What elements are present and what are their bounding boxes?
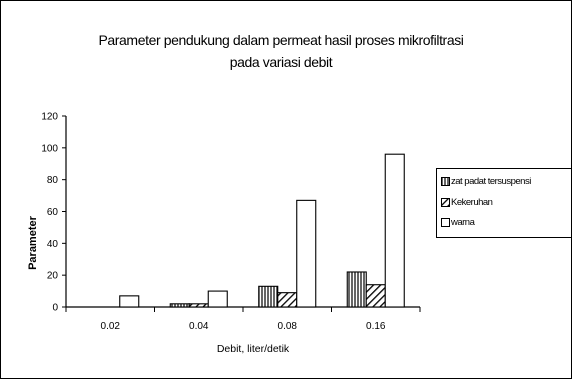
chart-title-line-2: pada variasi debit — [229, 54, 333, 70]
legend-swatch-diagonal-lines — [441, 197, 450, 207]
bar-vertical-lines-0.16 — [346, 271, 367, 308]
bar-white-0.08 — [296, 199, 317, 308]
bars — [119, 153, 405, 308]
chart-title-line-1: Parameter pendukung dalam permeat hasil … — [98, 32, 464, 48]
bar-diagonal-lines-0.04 — [188, 303, 209, 308]
x-tick-label: 0.08 — [278, 321, 298, 332]
bar-diagonal-lines-0.16 — [365, 284, 386, 308]
bar-diagonal-lines-0.08 — [277, 292, 298, 308]
x-axis-label: Debit, liter/detik — [217, 343, 290, 355]
legend: zat padat tersuspensi Kekeruhan warna — [436, 168, 572, 238]
legend-item-3: warna — [441, 216, 475, 230]
legend-item-2: Kekeruhan — [441, 196, 493, 210]
y-axis-label: Parameter — [27, 215, 39, 270]
legend-item-1: zat padat tersuspensi — [441, 175, 531, 189]
bar-white-0.04 — [207, 290, 228, 308]
bar-vertical-lines-0.08 — [258, 285, 279, 308]
bar-white-0.16 — [384, 153, 405, 308]
y-tick-label: 80 — [47, 175, 59, 186]
y-tick-label: 20 — [47, 271, 59, 282]
x-tick-label: 0.02 — [101, 321, 121, 332]
legend-swatch-vertical-lines — [441, 176, 450, 186]
legend-swatch-white — [441, 217, 450, 227]
x-tick-label: 0.16 — [366, 321, 386, 332]
bar-vertical-lines-0.04 — [169, 303, 190, 308]
legend-label-1: zat padat tersuspensi — [451, 176, 531, 187]
y-tick-label: 120 — [41, 112, 58, 123]
chart-title: Parameter pendukung dalam permeat hasil … — [41, 29, 521, 73]
y-tick-label: 60 — [47, 207, 59, 218]
axes: 0 20 40 60 80 100 120 0.02 0.04 0.08 0.16 — [41, 112, 421, 332]
y-tick-label: 100 — [41, 143, 58, 154]
bar-white-0.02 — [119, 295, 140, 308]
legend-label-2: Kekeruhan — [451, 197, 493, 208]
y-tick-label: 40 — [47, 239, 59, 250]
y-tick-label: 0 — [52, 303, 58, 314]
legend-label-3: warna — [451, 217, 475, 228]
x-tick-label: 0.04 — [189, 321, 209, 332]
